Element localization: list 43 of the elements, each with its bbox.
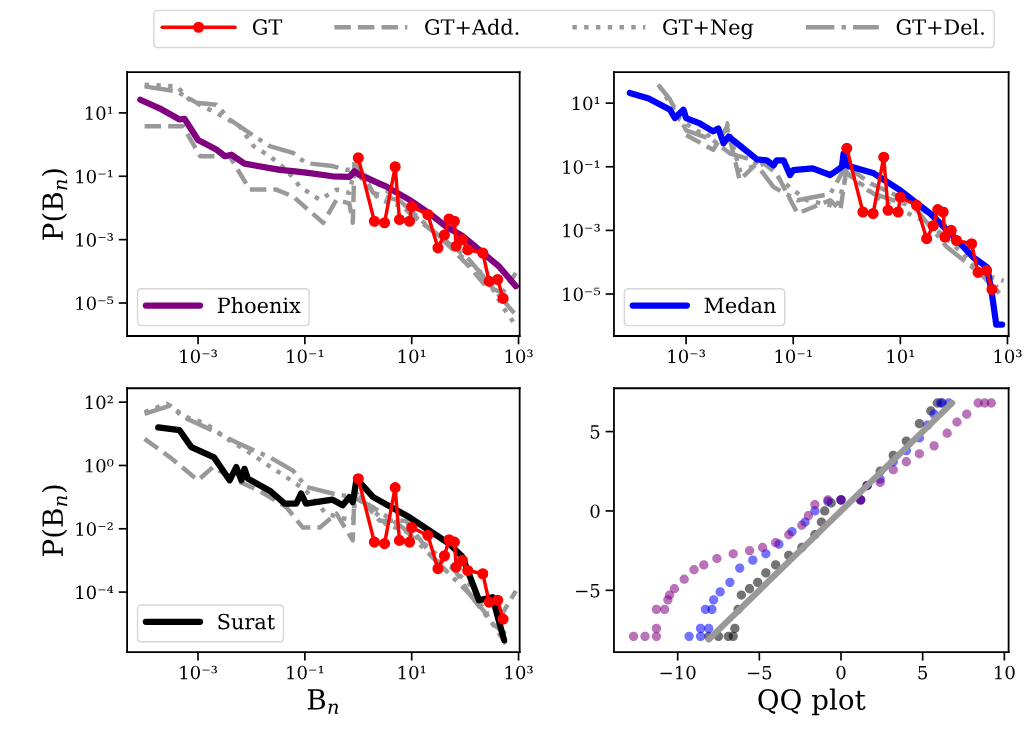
y-tick-label: 10⁻¹ xyxy=(76,169,113,184)
y-axis-title: P(B$_{n}$) xyxy=(41,169,68,240)
y-tick-label: 10¹ xyxy=(572,96,600,111)
y-tick-label: 10⁻⁵ xyxy=(563,287,601,302)
x-tick-label: 10³ xyxy=(994,349,1022,364)
x-tick-label: 10⁻³ xyxy=(180,665,217,680)
legend-label: GT xyxy=(252,19,283,35)
y-tick-label: 0 xyxy=(590,504,600,519)
x-tick-label: 10⁻³ xyxy=(180,349,217,364)
x-tick-label: 10 xyxy=(995,665,1015,680)
legend-label: Phoenix xyxy=(217,297,301,314)
y-tick-label: 10⁻⁴ xyxy=(76,585,114,600)
y-tick-label: 10² xyxy=(85,395,113,410)
x-tick-label: 5 xyxy=(918,665,928,680)
legend-label: GT+Del. xyxy=(896,18,984,35)
y-tick-label: 10⁻² xyxy=(76,522,113,536)
y-tick-label: 10⁻³ xyxy=(563,223,600,238)
x-tick-label: 10¹ xyxy=(398,349,426,364)
y-tick-label: 10⁻⁵ xyxy=(76,296,114,311)
x-tick-label: 10⁻³ xyxy=(668,349,706,364)
x-tick-label: 10¹ xyxy=(398,665,426,680)
y-tick-label: 10¹ xyxy=(85,106,113,121)
y-tick-label: 10⁻¹ xyxy=(563,160,600,174)
legend-label: GT+Neg xyxy=(663,19,754,40)
legend-label: GT+Add. xyxy=(425,18,519,35)
y-tick-label: 5 xyxy=(590,425,600,439)
x-axis-title: B$_{n}$ xyxy=(307,689,339,714)
x-tick-label: 0 xyxy=(836,665,846,680)
x-tick-label: 10⁻¹ xyxy=(775,349,812,364)
y-tick-label: −5 xyxy=(576,584,600,598)
legend-label: Medan xyxy=(704,297,776,314)
x-tick-label: 10³ xyxy=(505,665,533,680)
y-tick-label: 10⁻³ xyxy=(76,233,113,247)
x-tick-label: 10¹ xyxy=(887,349,915,364)
x-axis-title: QQ plot xyxy=(758,688,866,716)
x-tick-label: −10 xyxy=(660,665,696,680)
legend-label: Surat xyxy=(218,613,275,630)
y-axis-title: P(B$_{n}$) xyxy=(41,485,68,556)
x-tick-label: 10⁻¹ xyxy=(287,349,324,364)
x-tick-label: 10³ xyxy=(505,349,533,364)
x-tick-label: 10⁻¹ xyxy=(287,665,324,680)
y-tick-label: 10⁰ xyxy=(85,458,114,473)
x-tick-label: −5 xyxy=(747,665,772,680)
